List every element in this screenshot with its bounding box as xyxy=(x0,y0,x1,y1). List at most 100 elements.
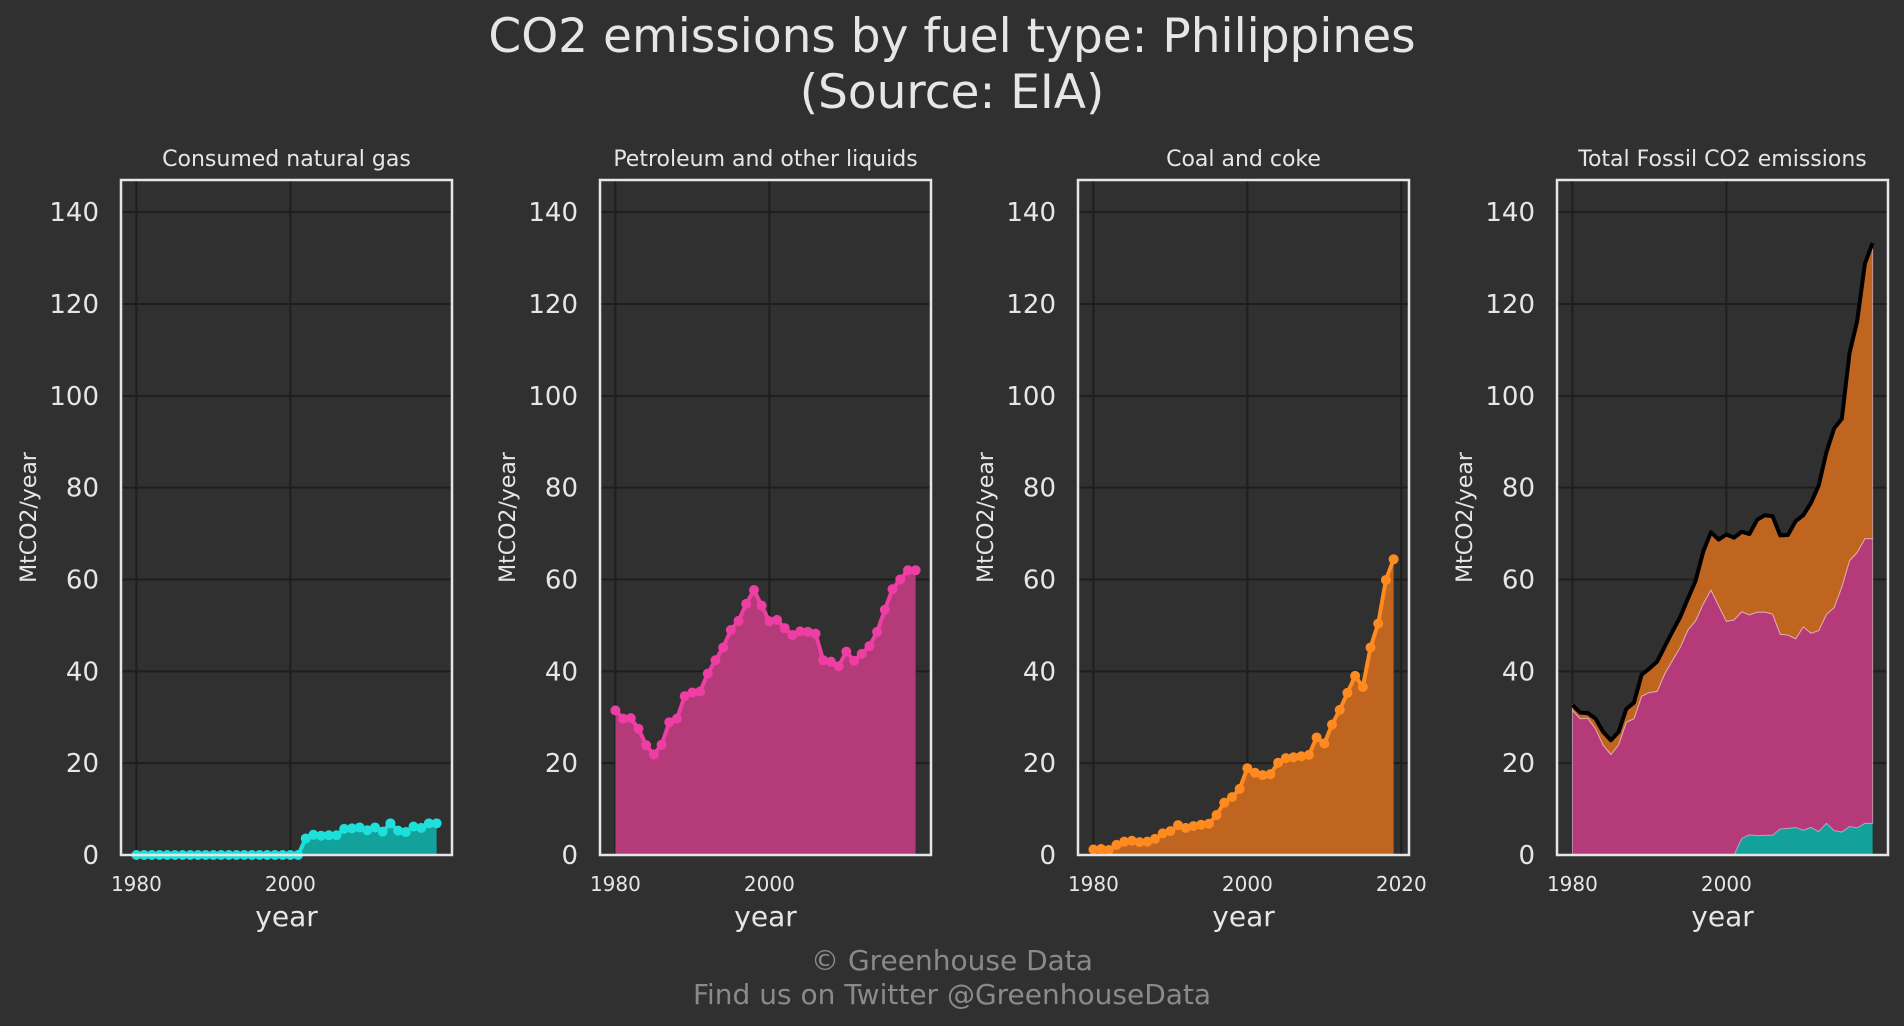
y-tick-label: 60 xyxy=(66,565,99,595)
x-axis-label: year xyxy=(255,900,318,933)
data-point xyxy=(1219,797,1230,808)
data-point xyxy=(323,830,334,841)
y-tick-label: 140 xyxy=(1485,198,1535,228)
data-point xyxy=(679,691,690,702)
x-tick-label: 2000 xyxy=(1701,872,1752,896)
y-tick-label: 100 xyxy=(528,382,578,412)
data-point xyxy=(362,825,373,836)
data-point xyxy=(385,818,396,829)
y-tick-label: 20 xyxy=(1502,749,1535,779)
data-point xyxy=(1096,844,1107,855)
y-axis-label: MtCO2/year xyxy=(1453,451,1478,583)
x-tick-label: 2000 xyxy=(265,872,316,896)
data-point xyxy=(1250,767,1261,778)
y-tick-label: 40 xyxy=(1502,657,1535,687)
y-tick-label: 60 xyxy=(1023,565,1056,595)
data-point xyxy=(702,668,713,679)
panel-title: Petroleum and other liquids xyxy=(613,147,917,172)
data-point xyxy=(1280,753,1291,764)
plot-frame xyxy=(1076,178,1411,857)
series-area xyxy=(615,570,916,855)
data-point xyxy=(393,825,404,836)
y-tick-label: 20 xyxy=(66,749,99,779)
y-tick-label: 80 xyxy=(545,474,578,504)
data-point xyxy=(1103,844,1114,855)
data-point xyxy=(1365,642,1376,653)
data-point xyxy=(1303,749,1314,760)
data-point xyxy=(795,626,806,637)
data-point xyxy=(825,656,836,667)
y-tick-label: 40 xyxy=(1023,657,1056,687)
y-tick-label: 20 xyxy=(545,749,578,779)
data-point xyxy=(895,574,906,585)
data-point xyxy=(810,628,821,639)
data-point xyxy=(902,565,913,576)
data-point xyxy=(833,661,844,672)
chart-panel-3: 0 20 40 60 80 100 120 140 1980 2000 2020 Coal and c… xyxy=(974,147,1427,933)
data-point xyxy=(872,626,883,637)
data-point xyxy=(1296,751,1307,762)
data-point xyxy=(339,823,350,834)
data-point xyxy=(1180,822,1191,833)
x-tick-label: 1980 xyxy=(1068,872,1119,896)
x-axis-label: year xyxy=(734,900,797,933)
data-point xyxy=(656,739,667,750)
data-point xyxy=(841,646,852,657)
data-point xyxy=(354,822,365,833)
data-point xyxy=(1196,819,1207,830)
figure-subtitle: (Source: EIA) xyxy=(800,65,1105,120)
data-point xyxy=(641,740,652,751)
data-point xyxy=(818,655,829,666)
data-point xyxy=(1373,618,1384,629)
data-point xyxy=(1242,763,1253,774)
data-point xyxy=(764,616,775,627)
data-point xyxy=(1211,810,1222,821)
data-point xyxy=(671,713,682,724)
y-tick-label: 100 xyxy=(1006,382,1056,412)
y-tick-label: 0 xyxy=(1039,841,1056,871)
y-tick-label: 80 xyxy=(1502,474,1535,504)
data-point xyxy=(1319,738,1330,749)
data-point xyxy=(1165,826,1176,837)
series-line xyxy=(613,568,916,757)
data-point xyxy=(431,818,442,829)
data-point xyxy=(1142,836,1153,847)
data-point xyxy=(1257,770,1268,781)
plot-frame xyxy=(598,178,933,857)
data-point xyxy=(748,585,759,596)
data-point xyxy=(1334,704,1345,715)
data-point xyxy=(1273,757,1284,768)
panel-title: Total Fossil CO2 emissions xyxy=(1577,147,1867,172)
data-point xyxy=(802,626,813,637)
x-tick-label: 1980 xyxy=(1547,872,1598,896)
x-tick-label: 1980 xyxy=(590,872,641,896)
data-point xyxy=(300,833,311,844)
data-point xyxy=(370,822,381,833)
panel-title: Coal and coke xyxy=(1166,147,1321,172)
data-point xyxy=(331,830,342,841)
y-tick-label: 120 xyxy=(528,290,578,320)
y-tick-label: 80 xyxy=(1023,474,1056,504)
panel-title: Consumed natural gas xyxy=(162,147,411,172)
y-tick-label: 20 xyxy=(1023,749,1056,779)
data-point xyxy=(910,565,921,576)
stack-layer-1 xyxy=(1572,823,1873,855)
data-point xyxy=(1157,828,1168,839)
data-point xyxy=(1311,732,1322,743)
data-point xyxy=(308,829,319,840)
y-tick-label: 0 xyxy=(561,841,578,871)
y-tick-label: 140 xyxy=(1006,198,1056,228)
footer-copyright: © Greenhouse Data xyxy=(811,944,1093,977)
y-tick-label: 60 xyxy=(545,565,578,595)
data-point xyxy=(733,615,744,626)
total-line xyxy=(1570,242,1875,743)
plot-frame xyxy=(119,178,454,857)
data-point xyxy=(1327,719,1338,730)
footer-twitter: Find us on Twitter @GreenhouseData xyxy=(693,978,1211,1011)
y-tick-label: 100 xyxy=(49,382,99,412)
chart-panel-1: 0 20 40 60 80 100 120 140 1980 2000 Consumed natur… xyxy=(17,147,454,933)
data-point xyxy=(1111,839,1122,850)
data-point xyxy=(648,749,659,760)
x-tick-label: 2000 xyxy=(1222,872,1273,896)
